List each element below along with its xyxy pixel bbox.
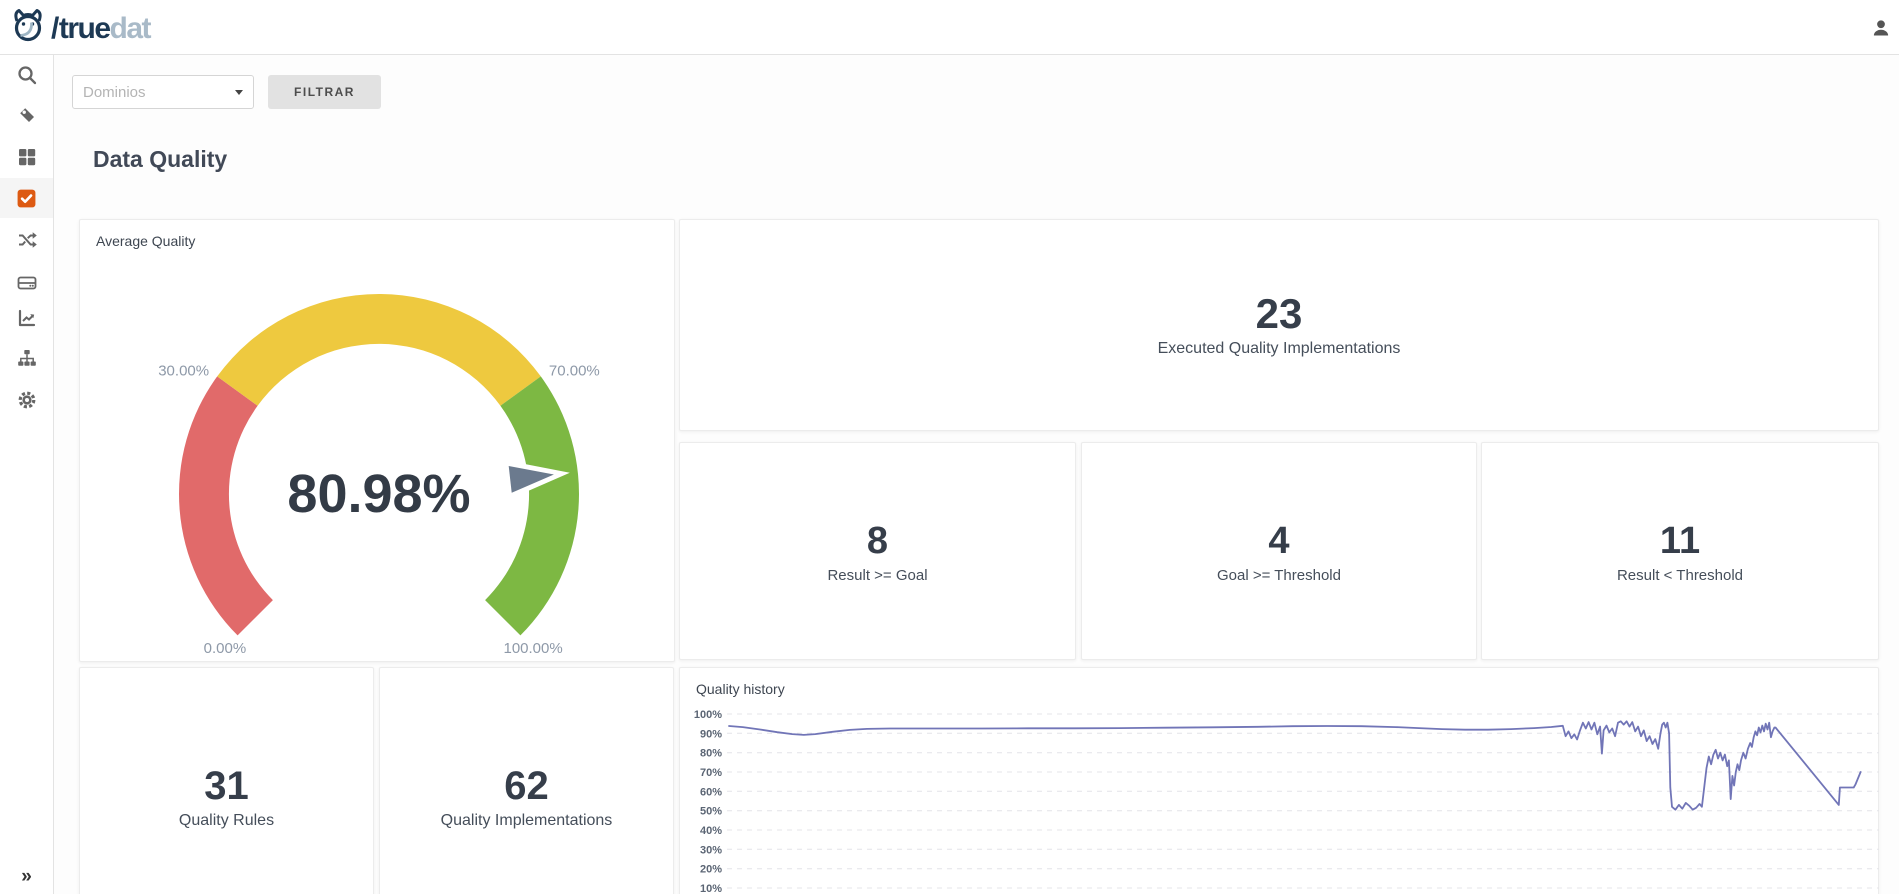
svg-text:80%: 80% xyxy=(700,748,722,760)
sitemap-icon xyxy=(17,350,36,366)
chevron-down-icon xyxy=(235,89,243,95)
sidebar-collapse-button[interactable]: » xyxy=(21,866,32,887)
logo-slash: / xyxy=(51,11,59,45)
svg-text:0.00%: 0.00% xyxy=(204,640,247,657)
result-threshold-card: 11 Result < Threshold xyxy=(1481,442,1879,660)
history-svg: 100% 90% 80% 70% 60% 50% 40% 30% 20% 10% xyxy=(694,709,1879,894)
filter-button[interactable]: FILTRAR xyxy=(268,75,381,109)
goal-threshold-value: 4 xyxy=(1268,519,1290,562)
chart-line-icon xyxy=(18,309,35,327)
svg-text:30.00%: 30.00% xyxy=(158,363,209,380)
implementations-value: 62 xyxy=(504,764,549,808)
gear-icon xyxy=(18,391,35,409)
sidebar: » xyxy=(0,55,54,894)
goal-threshold-label: Goal >= Threshold xyxy=(1217,566,1341,584)
svg-text:80.98%: 80.98% xyxy=(287,464,470,524)
result-threshold-label: Result < Threshold xyxy=(1616,566,1744,584)
svg-text:70%: 70% xyxy=(700,767,722,779)
page-title: Data Quality xyxy=(93,146,228,172)
sidebar-item-tags[interactable] xyxy=(0,95,53,135)
sidebar-item-structures[interactable] xyxy=(0,338,53,378)
result-goal-label: Result >= Goal xyxy=(827,566,928,584)
top-header: /truedat xyxy=(0,0,1899,55)
average-quality-card: Average Quality 0.00% 30.00% 70.00% 100.00%… xyxy=(79,219,675,662)
logo-text: /truedat xyxy=(48,11,152,46)
domain-select[interactable]: Dominios xyxy=(72,75,254,109)
executed-implementations-card: 23 Executed Quality Implementations xyxy=(679,219,1879,431)
grid-icon xyxy=(18,149,35,166)
svg-text:100.00%: 100.00% xyxy=(503,640,562,657)
owl-icon xyxy=(10,8,46,49)
goal-threshold-card: 4 Goal >= Threshold xyxy=(1081,442,1477,660)
search-icon xyxy=(17,66,36,85)
sidebar-item-settings[interactable] xyxy=(0,380,53,420)
domain-select-placeholder: Dominios xyxy=(83,83,146,101)
history-card-title: Quality history xyxy=(696,681,785,697)
gauge-card-title: Average Quality xyxy=(96,233,196,249)
result-goal-card: 8 Result >= Goal xyxy=(679,442,1076,660)
tag-icon xyxy=(19,108,34,122)
sidebar-item-data-sources[interactable] xyxy=(0,263,53,303)
result-threshold-value: 11 xyxy=(1659,519,1701,562)
svg-text:70.00%: 70.00% xyxy=(549,363,600,380)
executed-label: Executed Quality Implementations xyxy=(1157,340,1401,357)
result-goal-value: 8 xyxy=(866,519,889,562)
svg-text:60%: 60% xyxy=(700,786,722,798)
quality-implementations-card: 62 Quality Implementations xyxy=(379,667,674,894)
gauge-svg: 0.00% 30.00% 70.00% 100.00% 80.98% xyxy=(158,293,600,657)
quality-rules-card: 31 Quality Rules xyxy=(79,667,374,894)
check-square-icon xyxy=(17,189,36,207)
executed-value: 23 xyxy=(1255,290,1303,337)
svg-text:20%: 20% xyxy=(700,864,722,876)
implementations-label: Quality Implementations xyxy=(440,812,613,829)
sidebar-item-lineage[interactable] xyxy=(0,220,53,260)
svg-text:30%: 30% xyxy=(700,844,722,856)
logo-true: true xyxy=(58,11,111,45)
sidebar-item-search[interactable] xyxy=(0,55,53,95)
sidebar-item-quality[interactable] xyxy=(0,178,53,218)
sidebar-item-charts[interactable] xyxy=(0,298,53,338)
server-icon xyxy=(17,276,36,290)
svg-text:10%: 10% xyxy=(700,883,722,894)
svg-text:40%: 40% xyxy=(700,825,722,837)
svg-text:100%: 100% xyxy=(694,709,722,721)
sidebar-item-dashboards[interactable] xyxy=(0,137,53,177)
rules-label: Quality Rules xyxy=(178,812,275,829)
quality-history-card: Quality history 100% 90% 80% 70% 60% 50% 40% 30… xyxy=(679,667,1879,894)
truedat-logo[interactable]: /truedat xyxy=(10,8,152,49)
rules-value: 31 xyxy=(204,764,249,808)
logo-dat: dat xyxy=(109,11,152,45)
svg-text:90%: 90% xyxy=(700,728,722,740)
svg-text:50%: 50% xyxy=(700,806,722,818)
user-icon[interactable] xyxy=(1871,18,1891,38)
shuffle-icon xyxy=(18,232,37,248)
